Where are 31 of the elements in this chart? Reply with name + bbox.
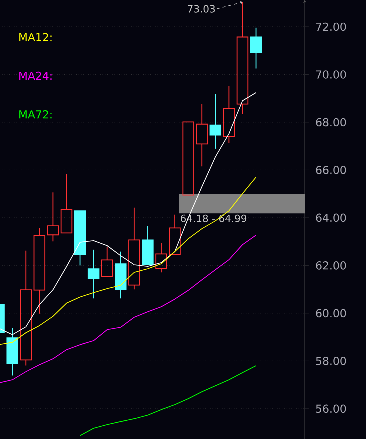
text: MA72: [20, 110, 52, 119]
line-series [0, 234, 257, 384]
candlestick [47, 192, 60, 242]
y-tick-label: 66.00 [316, 166, 346, 174]
y-tick-label: 56.00 [316, 404, 346, 414]
y-tick-label: 60.00 [316, 309, 346, 318]
candlestick [182, 122, 194, 196]
y-tick-label: 68.00 [316, 118, 346, 127]
candlestick [196, 104, 208, 168]
candlestick [101, 246, 114, 278]
candlestick [34, 228, 46, 314]
y-tick-label: 64.00 [316, 214, 346, 222]
candlestick [60, 174, 73, 234]
y-tick-label: 72.00 [316, 22, 346, 32]
y-tick-label: 70.00 [316, 70, 346, 79]
y-tick-label: 62.00 [316, 262, 346, 270]
text: MA24: [20, 72, 52, 80]
candlestick [20, 250, 32, 366]
candlestick [250, 27, 262, 70]
line-series [0, 92, 257, 336]
candlestick [223, 85, 236, 144]
y-tick-label: 58.00 [316, 357, 346, 366]
line-series [0, 176, 257, 346]
candlestick [115, 251, 127, 300]
candlestick [128, 207, 140, 290]
candlestick [210, 94, 222, 150]
candlestick [88, 249, 100, 300]
candlestick [6, 328, 18, 376]
line-series [80, 366, 257, 436]
annotation: 73.03 [188, 5, 216, 13]
text: MA12: [20, 33, 52, 42]
